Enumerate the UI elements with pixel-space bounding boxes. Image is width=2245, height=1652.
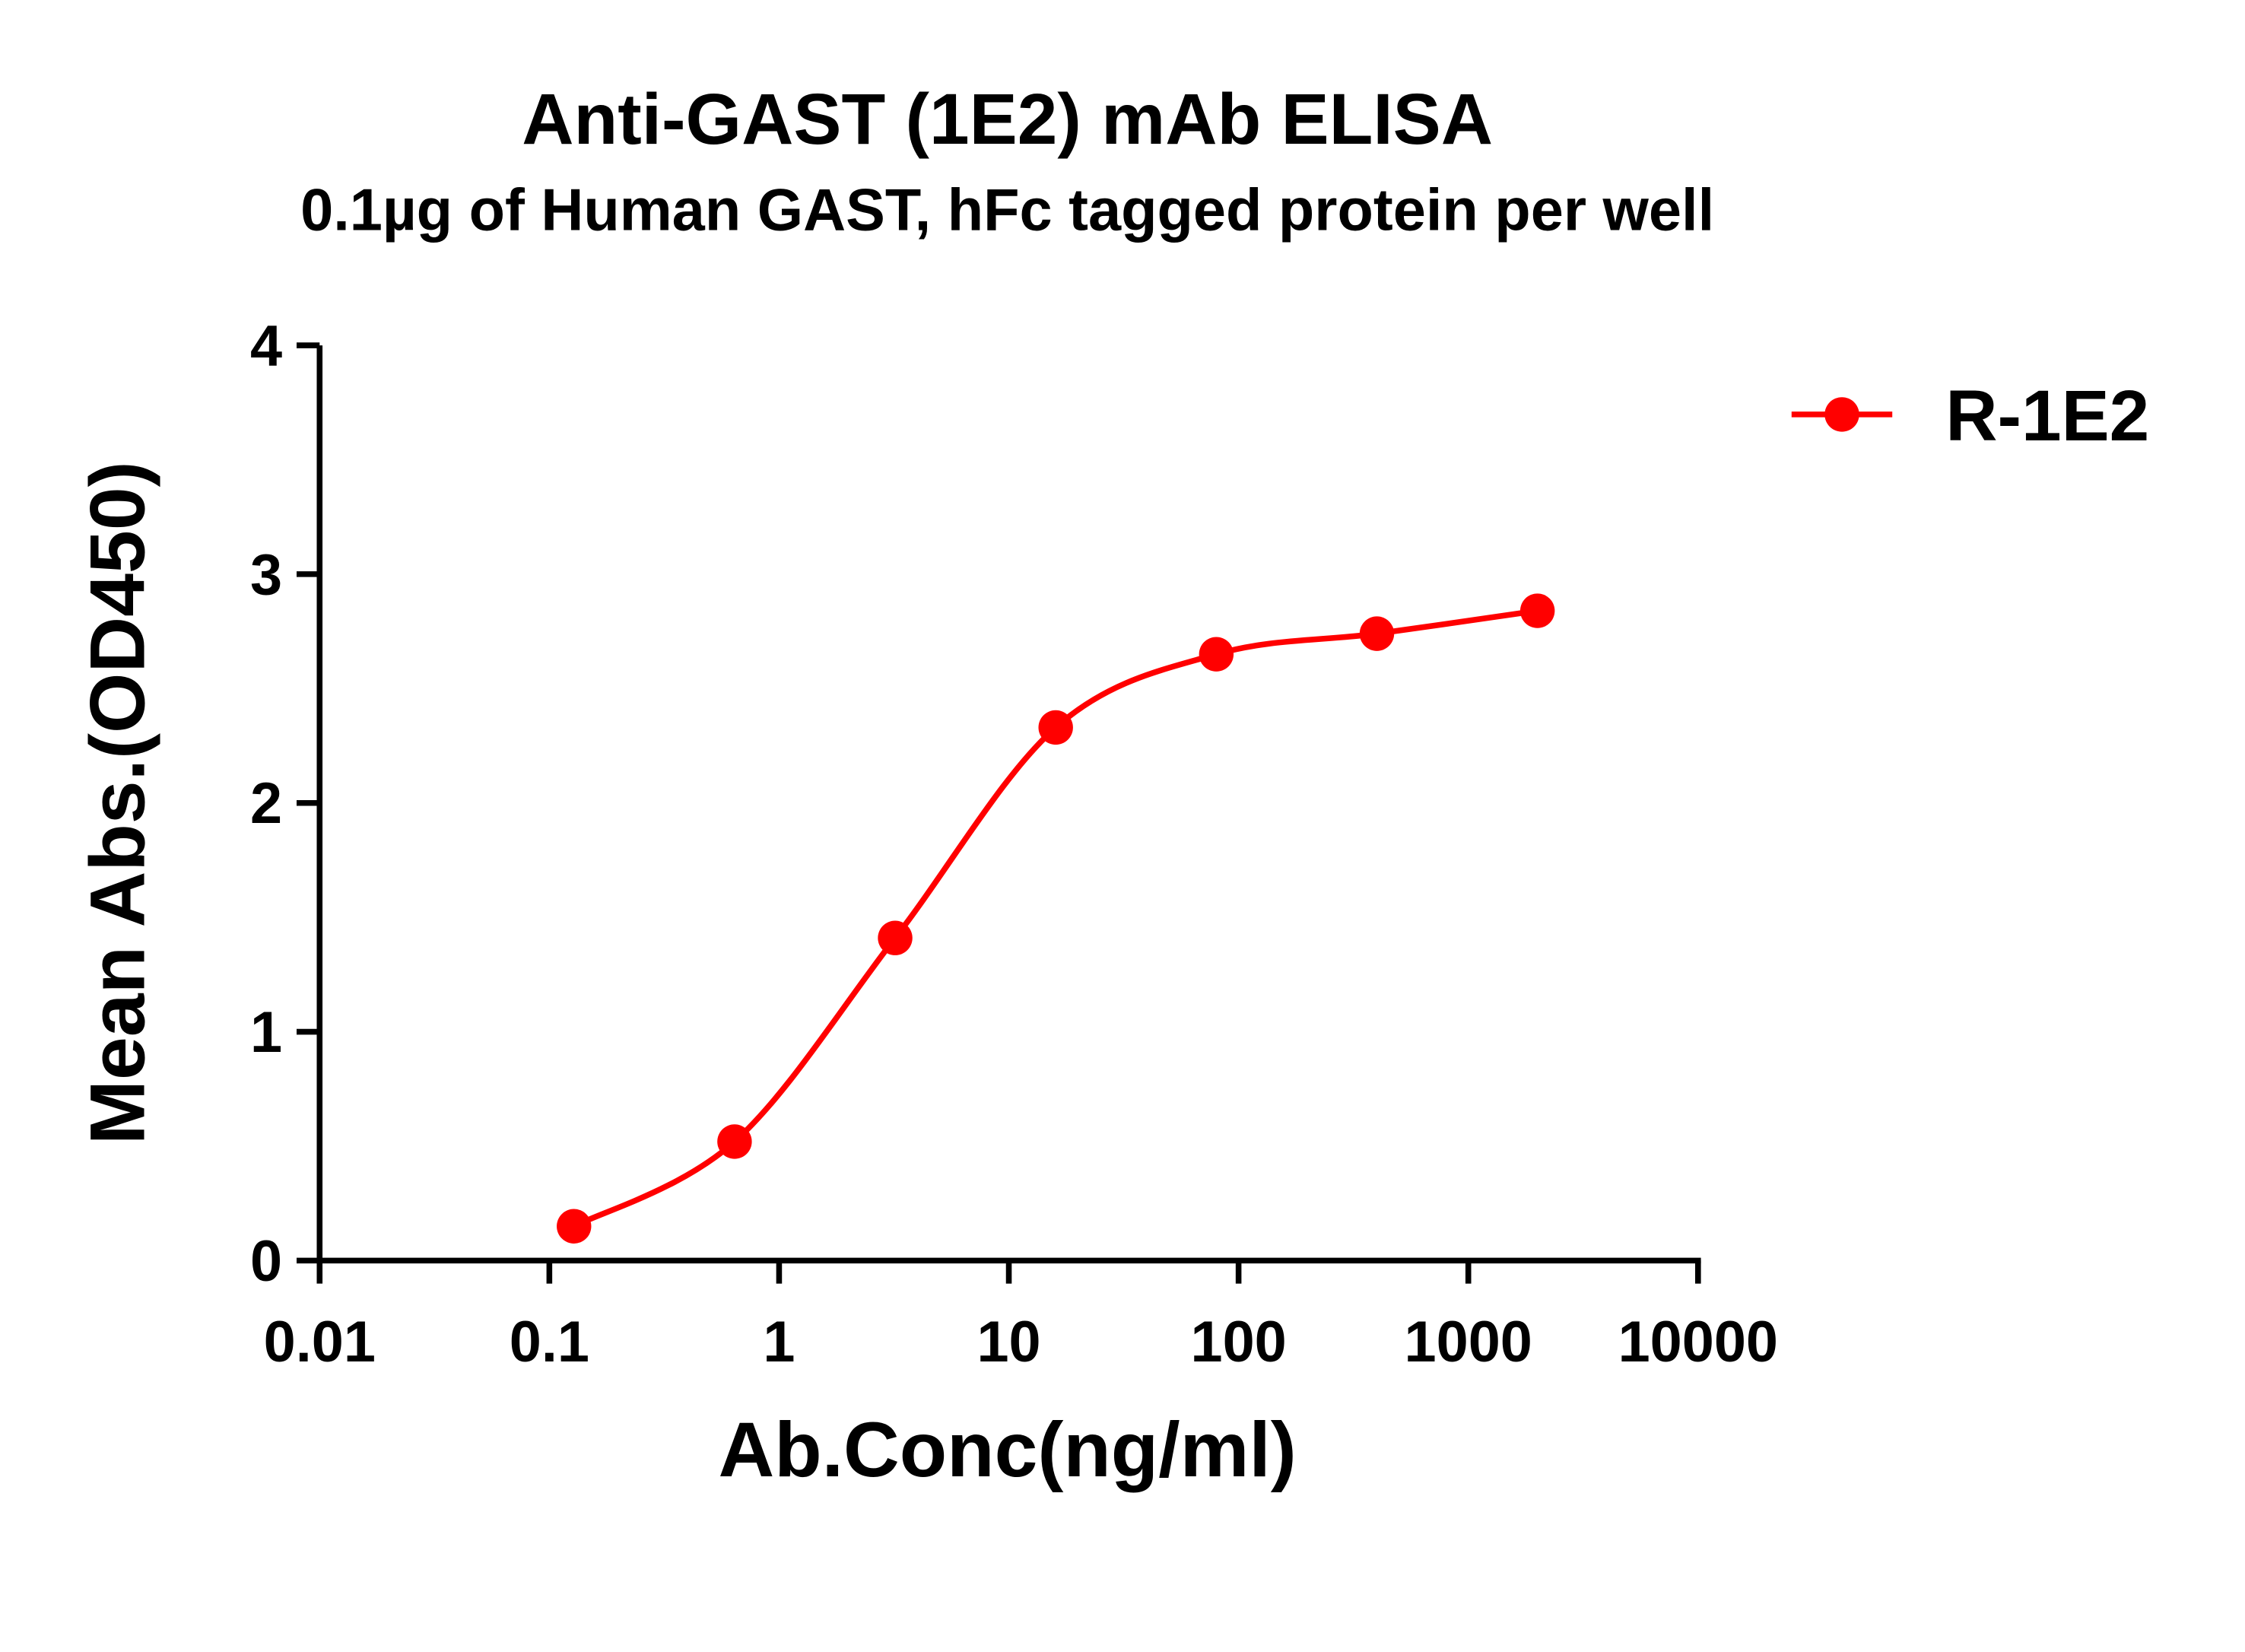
legend-label: R-1E2	[1945, 376, 2149, 456]
data-point	[1359, 616, 1395, 651]
data-point	[717, 1124, 752, 1159]
data-point	[1038, 710, 1073, 745]
data-point	[878, 920, 913, 955]
x-axis-label: Ab.Conc(ng/ml)	[718, 1406, 1296, 1493]
data-point	[1519, 593, 1555, 628]
y-tick-label: 1	[250, 1000, 282, 1065]
x-tick-label: 0.1	[510, 1310, 589, 1374]
y-tick-label: 0	[250, 1229, 282, 1294]
x-tick-label: 10000	[1618, 1310, 1778, 1374]
legend-marker	[1824, 397, 1859, 432]
x-tick-label: 0.01	[264, 1310, 376, 1374]
data-point	[557, 1209, 592, 1244]
x-tick-label: 1000	[1405, 1310, 1532, 1374]
data-point	[1199, 637, 1234, 672]
y-tick-label: 2	[250, 771, 282, 836]
y-tick-label: 3	[250, 542, 282, 607]
x-tick-label: 1	[763, 1310, 795, 1374]
y-tick-label: 4	[250, 314, 282, 379]
chart-subtitle: 0.1µg of Human GAST, hFc tagged protein …	[300, 178, 1714, 243]
y-axis-label: Mean Abs.(OD450)	[74, 461, 160, 1145]
chart-title: Anti-GAST (1E2) mAb ELISA	[522, 79, 1493, 160]
x-tick-label: 10	[976, 1310, 1040, 1374]
x-tick-label: 100	[1191, 1310, 1287, 1374]
